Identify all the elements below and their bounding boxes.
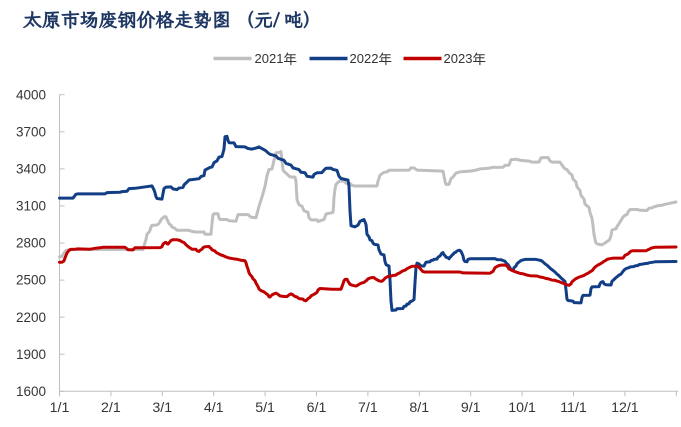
svg-text:5/1: 5/1: [255, 400, 275, 416]
svg-text:10/1: 10/1: [508, 400, 536, 416]
svg-text:7/1: 7/1: [358, 400, 378, 416]
svg-text:3700: 3700: [16, 124, 46, 139]
svg-text:2200: 2200: [16, 310, 46, 325]
svg-text:1/1: 1/1: [50, 400, 70, 416]
svg-text:1600: 1600: [16, 384, 46, 399]
svg-text:3400: 3400: [16, 162, 46, 177]
svg-text:8/1: 8/1: [409, 400, 429, 416]
svg-text:3/1: 3/1: [152, 400, 172, 416]
svg-text:9/1: 9/1: [461, 400, 481, 416]
svg-text:11/1: 11/1: [560, 400, 587, 416]
svg-text:2800: 2800: [16, 236, 46, 251]
svg-text:2021: 2021: [255, 51, 284, 66]
svg-text:6/1: 6/1: [307, 400, 327, 416]
svg-text:2/1: 2/1: [101, 400, 121, 416]
svg-text:1900: 1900: [16, 347, 46, 362]
svg-text:2500: 2500: [16, 273, 46, 288]
svg-text:2022: 2022: [350, 51, 379, 66]
svg-text:2023: 2023: [444, 51, 473, 66]
svg-text:12/1: 12/1: [611, 400, 639, 416]
svg-text:3100: 3100: [16, 199, 46, 214]
svg-text:4000: 4000: [16, 87, 46, 102]
svg-text:4/1: 4/1: [204, 400, 224, 416]
